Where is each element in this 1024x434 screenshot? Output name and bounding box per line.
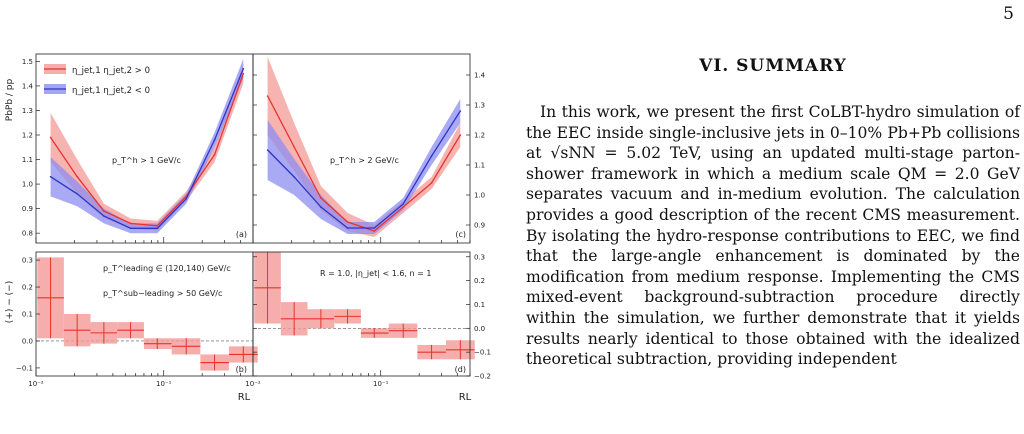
panel-c-point xyxy=(293,146,295,148)
y-tick-label: 0.1 xyxy=(22,311,33,319)
panel-a-point xyxy=(213,139,216,141)
panel-a-point xyxy=(129,227,132,230)
y-tick-label: 1.0 xyxy=(474,192,485,200)
y-tick-label: 0.8 xyxy=(22,230,33,238)
panel-c-band-positive xyxy=(267,57,461,237)
y-tick-label: 0.2 xyxy=(22,284,33,292)
x-tick-label: 10⁻¹ xyxy=(373,380,389,388)
panel-a-point xyxy=(49,136,52,139)
y-tick-label: −0.2 xyxy=(474,373,491,381)
panel-c-point xyxy=(373,230,376,232)
panel-c-point xyxy=(459,110,462,112)
y-tick-label: −0.1 xyxy=(474,349,491,357)
panel-a-point xyxy=(76,175,78,178)
legend-label-negative: η_jet,1 η_jet,2 < 0 xyxy=(72,86,150,96)
panel-a-point xyxy=(213,153,216,156)
pt-cut-label-c: p_T^h > 2 GeV/c xyxy=(330,156,399,165)
panel-c-frame xyxy=(252,53,471,244)
panel-a-point xyxy=(103,215,105,217)
eec-ratio-figure: 0.8 0.9 1.0 1.1 1.2 1.3 1.4 1.5 0.9 1.0 1.1 1.2 1.3 1… xyxy=(0,40,495,434)
x-axis-label-left: RL xyxy=(238,392,251,403)
panel-c-band-negative xyxy=(267,99,461,234)
page-number: 5 xyxy=(1003,4,1014,24)
y-tick-label: 1.4 xyxy=(474,72,486,80)
panel-a-point xyxy=(49,175,52,178)
y-tick-label: 1.5 xyxy=(22,58,33,66)
panel-a-point xyxy=(103,210,105,212)
y-tick-label: 0.9 xyxy=(22,205,33,213)
panel-c-point xyxy=(430,155,433,157)
panel-c-point xyxy=(346,227,349,229)
y-tick-label: 1.0 xyxy=(22,181,33,189)
panel-a-line-negative xyxy=(50,68,244,229)
y-tick-label: 1.1 xyxy=(22,156,33,164)
y-axis-label-bottom: (+) − (−) xyxy=(5,281,15,323)
panel-label-a: (a) xyxy=(236,230,247,239)
panel-c-point xyxy=(346,221,349,223)
y-tick-label: 0.0 xyxy=(22,337,33,345)
panel-c-point xyxy=(320,197,322,199)
section-title: VI. SUMMARY xyxy=(699,56,847,76)
y-tick-label: 1.1 xyxy=(474,162,485,170)
y-tick-label: −0.1 xyxy=(16,364,33,372)
y-tick-label: 1.2 xyxy=(474,132,485,140)
figure-canvas: 0.8 0.9 1.0 1.1 1.2 1.3 1.4 1.5 0.9 1.0 1.1 1.2 1.3 1… xyxy=(5,53,491,403)
summary-section: VI. SUMMARY In this work, we present the… xyxy=(526,40,1020,370)
selection-label: R = 1.0, |η_jet| < 1.6, n = 1 xyxy=(320,269,431,278)
panel-c-point xyxy=(320,206,322,208)
panel-c-point xyxy=(402,206,405,208)
x-tick-label: 10⁻² xyxy=(245,380,261,388)
panel-a-line-positive xyxy=(50,73,244,227)
panel-label-c: (c) xyxy=(455,230,466,239)
panel-label-b: (b) xyxy=(236,365,247,374)
panel-d-frame xyxy=(252,251,471,377)
panel-a-point xyxy=(129,222,132,225)
y-tick-label: 0.3 xyxy=(22,257,33,265)
y-tick-label: 0.2 xyxy=(474,277,485,285)
y-tick-label: 0.0 xyxy=(474,325,485,333)
subleading-jet-label: p_T^sub−leading > 50 GeV/c xyxy=(103,289,222,298)
panel-a-point xyxy=(185,198,188,200)
y-tick-label: 1.3 xyxy=(474,102,485,110)
pt-cut-label-a: p_T^h > 1 GeV/c xyxy=(112,156,181,165)
y-tick-label: 0.3 xyxy=(474,253,485,261)
panel-c-point xyxy=(266,149,269,151)
panel-c-point xyxy=(373,227,376,229)
panel-a-point xyxy=(76,193,78,195)
y-tick-label: 1.4 xyxy=(22,82,34,90)
y-tick-label: 1.3 xyxy=(22,107,33,115)
legend-label-positive: η_jet,1 η_jet,2 > 0 xyxy=(72,66,150,76)
panel-label-d: (d) xyxy=(455,365,466,374)
panel-c-line-negative xyxy=(267,110,461,229)
leading-jet-label: p_T^leading ∈ (120,140) GeV/c xyxy=(103,264,231,273)
panel-a-point xyxy=(156,225,159,227)
x-axis-label-right: RL xyxy=(459,392,472,403)
y-tick-label: 0.9 xyxy=(474,222,485,230)
y-tick-label: 1.2 xyxy=(22,132,33,140)
panel-c-point xyxy=(459,134,462,136)
panel-c-point xyxy=(293,176,295,178)
summary-paragraph: In this work, we present the first CoLBT… xyxy=(526,103,1020,369)
panel-c-point xyxy=(430,182,433,184)
panel-c-line-positive xyxy=(267,95,461,232)
panel-a-point xyxy=(242,67,245,70)
y-tick-label: 0.1 xyxy=(474,301,485,309)
y-axis-label-top: PbPb / pp xyxy=(5,78,15,121)
panel-a-point xyxy=(242,72,245,75)
panel-c-point xyxy=(402,203,405,205)
x-tick-label: 10⁻² xyxy=(28,380,44,388)
panel-c-point xyxy=(266,95,269,97)
x-tick-label: 10⁻¹ xyxy=(156,380,172,388)
panel-a-point xyxy=(156,227,159,230)
